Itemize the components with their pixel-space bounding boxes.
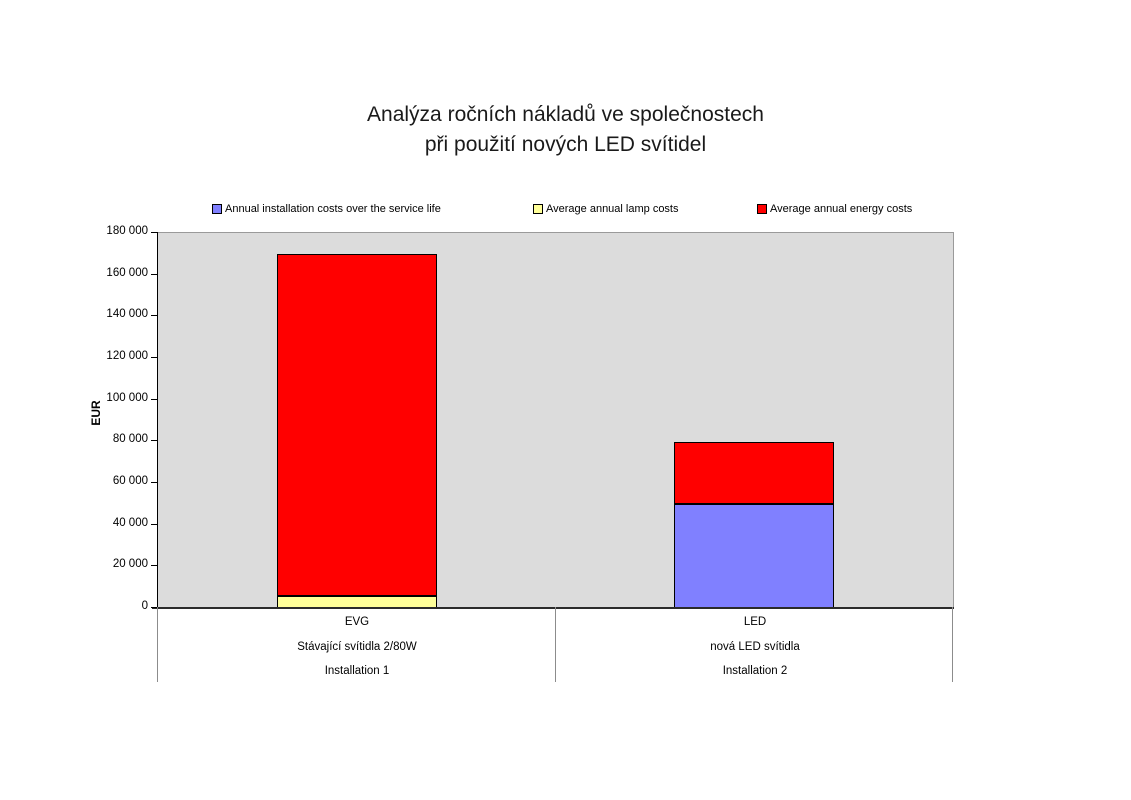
- category-label: LED: [743, 616, 767, 628]
- category-separator-line: [952, 607, 953, 682]
- legend-item: Average annual energy costs: [757, 203, 912, 215]
- y-tick-mark: [151, 274, 157, 275]
- y-tick-mark: [151, 440, 157, 441]
- y-tick-mark: [151, 482, 157, 483]
- y-tick-mark: [151, 524, 157, 525]
- y-tick-mark: [151, 607, 157, 608]
- y-tick-label: 100 000: [106, 392, 148, 404]
- y-axis-line: [157, 232, 158, 608]
- y-tick-label: 160 000: [106, 267, 148, 279]
- y-tick-mark: [151, 357, 157, 358]
- category-label: EVG: [344, 616, 370, 628]
- legend-swatch-icon: [757, 204, 767, 214]
- y-tick-mark: [151, 399, 157, 400]
- legend-item: Annual installation costs over the servi…: [212, 203, 441, 215]
- y-tick-label: 80 000: [112, 433, 148, 445]
- category-label: nová LED svítidla: [710, 640, 800, 653]
- y-tick-label: 140 000: [106, 308, 148, 320]
- y-tick-label: 60 000: [112, 475, 148, 487]
- legend-swatch-icon: [533, 204, 543, 214]
- plot-area: [158, 232, 954, 608]
- y-tick-label: 120 000: [106, 350, 148, 362]
- chart-title-line-2: při použití nových LED svítidel: [424, 133, 707, 156]
- bar-segment: [277, 253, 437, 596]
- chart-title: Analýza ročních nákladů ve společnostech…: [0, 100, 1131, 160]
- legend-item: Average annual lamp costs: [533, 203, 679, 215]
- category-label: Stávající svítidla 2/80W: [297, 640, 417, 653]
- x-axis-line: [152, 607, 954, 609]
- category-label: Installation 2: [722, 665, 788, 677]
- y-tick-label: 0: [141, 600, 148, 612]
- legend-swatch-icon: [212, 204, 222, 214]
- y-tick-mark: [151, 232, 157, 233]
- y-tick-label: 40 000: [112, 517, 148, 529]
- bar-segment: [674, 503, 834, 608]
- y-tick-mark: [151, 565, 157, 566]
- legend-label: Average annual energy costs: [770, 203, 913, 215]
- y-tick-mark: [151, 315, 157, 316]
- category-separator-line: [555, 607, 556, 682]
- bar-segment: [674, 442, 834, 504]
- chart-title-line-1: Analýza ročních nákladů ve společnostech: [367, 103, 764, 126]
- legend-label: Average annual lamp costs: [546, 203, 679, 215]
- legend: Annual installation costs over the servi…: [0, 203, 1131, 221]
- category-separator-line: [157, 607, 158, 682]
- legend-label: Annual installation costs over the servi…: [225, 203, 441, 215]
- y-tick-label: 180 000: [106, 225, 148, 237]
- y-tick-label: 20 000: [112, 558, 148, 570]
- category-label: Installation 1: [324, 665, 390, 677]
